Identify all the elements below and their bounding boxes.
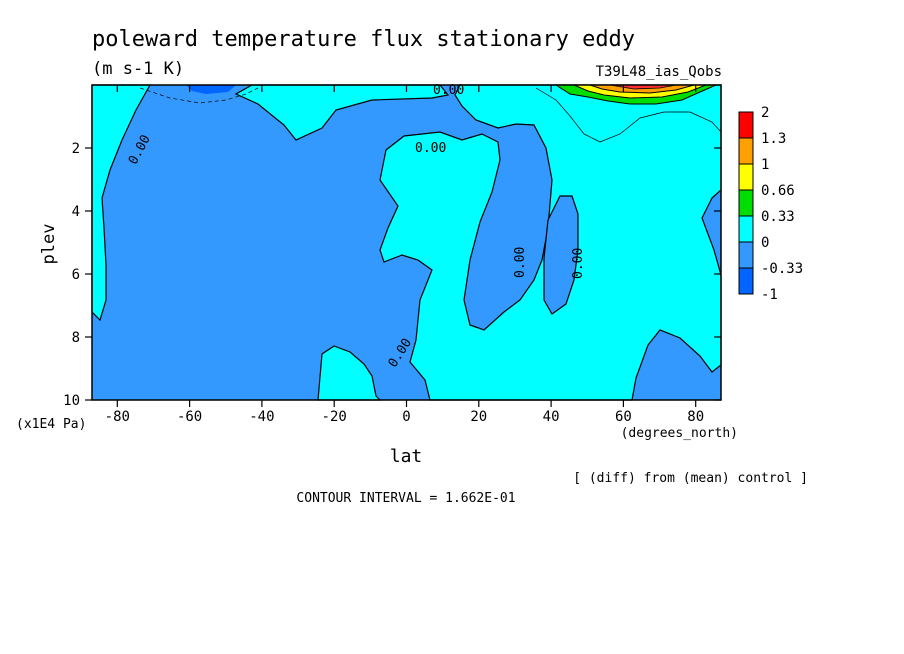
colorbar-swatch bbox=[738, 137, 754, 165]
contour-label: 0.00 bbox=[571, 248, 586, 279]
x-tick-label: -40 bbox=[249, 409, 274, 425]
x-tick-label: 20 bbox=[470, 409, 487, 425]
y-tick-label: 8 bbox=[72, 330, 80, 346]
x-tick-label: 40 bbox=[543, 409, 560, 425]
negative-island-40n bbox=[543, 195, 579, 315]
colorbar-level-label: 0.33 bbox=[761, 209, 795, 225]
colorbar: 2 1.3 1 0.66 0.33 0 -0.33 -1 bbox=[738, 105, 803, 303]
contour-interval-label: CONTOUR INTERVAL = 1.662E-01 bbox=[296, 491, 515, 506]
diff-label: [ (diff) from (mean) control ] bbox=[573, 471, 808, 486]
dark-spot-sh bbox=[186, 85, 236, 94]
y-axis: 2 4 6 8 10 bbox=[63, 141, 721, 409]
x-tick-label: 80 bbox=[687, 409, 704, 425]
positive-region-sh-south bbox=[317, 345, 382, 401]
x-tick-label: -60 bbox=[177, 409, 202, 425]
y-tick-label: 10 bbox=[63, 393, 80, 409]
colorbar-level-label: 0.66 bbox=[761, 183, 795, 199]
units-label: (m s-1 K) bbox=[92, 59, 184, 79]
x-tick-label: 60 bbox=[615, 409, 632, 425]
contour-label: 0.00 bbox=[513, 247, 528, 278]
contour-label: 0.00 bbox=[433, 83, 464, 98]
contour-label: 0.00 bbox=[415, 141, 446, 156]
y-axis-label: plev bbox=[39, 224, 59, 265]
x-tick-label: -80 bbox=[105, 409, 130, 425]
colorbar-level-label: -0.33 bbox=[761, 261, 803, 277]
colorbar-level-label: -1 bbox=[761, 287, 778, 303]
thin-contour-nh bbox=[535, 87, 722, 143]
y-tick-label: 4 bbox=[72, 204, 80, 220]
colorbar-swatch bbox=[738, 241, 754, 269]
colorbar-swatch bbox=[738, 163, 754, 191]
y-axis-units: (x1E4 Pa) bbox=[16, 417, 86, 432]
colorbar-swatch bbox=[738, 189, 754, 217]
run-label: T39L48_ias_Qobs bbox=[596, 64, 722, 80]
chart-title: poleward temperature flux stationary edd… bbox=[92, 27, 635, 52]
positive-region-sh-west bbox=[91, 84, 152, 322]
colorbar-swatch bbox=[738, 111, 754, 139]
colorbar-level-label: 1.3 bbox=[761, 131, 786, 147]
x-axis: -80 -60 -40 -20 0 20 40 60 80 bbox=[105, 85, 704, 425]
y-tick-label: 6 bbox=[72, 267, 80, 283]
colorbar-swatch bbox=[738, 215, 754, 243]
colorbar-swatch bbox=[738, 267, 754, 295]
y-tick-label: 2 bbox=[72, 141, 80, 157]
plot-area: 0.00 0.00 0.00 0.00 0.00 0.00 bbox=[91, 83, 722, 401]
x-tick-label: -20 bbox=[322, 409, 347, 425]
x-axis-units: (degrees_north) bbox=[621, 426, 738, 441]
colorbar-level-label: 2 bbox=[761, 105, 769, 121]
x-axis-label: lat bbox=[390, 446, 423, 467]
positive-region-nh bbox=[234, 84, 450, 141]
colorbar-level-label: 0 bbox=[761, 235, 769, 251]
x-tick-label: 0 bbox=[402, 409, 410, 425]
colorbar-level-label: 1 bbox=[761, 157, 769, 173]
